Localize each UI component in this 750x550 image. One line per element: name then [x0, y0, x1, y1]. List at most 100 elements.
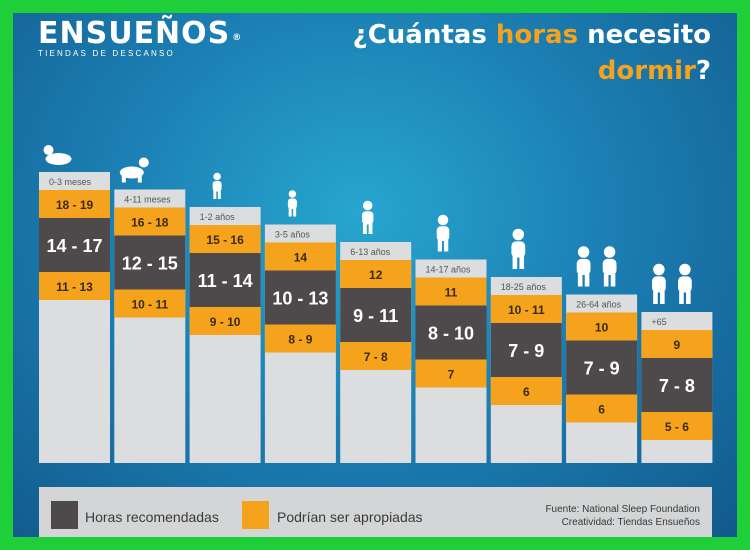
age-label: 0-3 meses [49, 177, 92, 187]
icon-leg [512, 256, 518, 269]
icon-leg [660, 291, 665, 304]
icon-body [511, 241, 526, 258]
value-appropriate-upper: 10 - 11 [508, 303, 545, 317]
title-part-3: ? [695, 56, 711, 86]
age-column: 14-17 años 11 8 - 10 7 [415, 214, 487, 463]
bar-appropriate-upper [189, 225, 261, 253]
value-recommended: 7 - 8 [659, 376, 695, 396]
value-appropriate-upper: 14 [294, 251, 308, 265]
brand-logo: ENSUEÑOS ® TIENDAS DE DESCANSO [38, 16, 242, 59]
legend: Horas recomendadas Podrían ser apropiada… [39, 487, 712, 537]
icon-leg [437, 239, 442, 252]
value-recommended: 8 - 10 [428, 324, 474, 344]
icon-head [213, 172, 221, 181]
icon-leg [679, 291, 684, 304]
icon-body [436, 226, 450, 241]
icon-leg [653, 291, 658, 304]
bar-appropriate-lower [641, 412, 713, 440]
source-line-1: Fuente: National Sleep Foundation [545, 504, 700, 515]
child-icon [287, 190, 297, 217]
bar-appropriate-lower [340, 342, 412, 370]
value-recommended: 7 - 9 [584, 359, 620, 379]
age-column: 0-3 meses 18 - 19 14 - 17 11 - 13 [39, 145, 110, 463]
value-recommended: 10 - 13 [272, 289, 328, 309]
icon-head [362, 200, 373, 211]
icon-head [577, 246, 590, 258]
value-recommended: 14 - 17 [46, 236, 102, 256]
bar-recommended [264, 270, 336, 325]
value-recommended: 12 - 15 [122, 254, 178, 274]
value-appropriate-upper: 12 [369, 268, 383, 282]
age-label: 14-17 años [426, 265, 472, 275]
value-appropriate-lower: 8 - 9 [288, 333, 312, 347]
icon-head [437, 214, 449, 226]
icon-leg [288, 208, 292, 217]
toddler-icon [212, 172, 222, 199]
bar-appropriate-upper [490, 295, 562, 323]
age-column: 18-25 años 10 - 11 7 - 9 6 [490, 228, 562, 463]
age-label: 4-11 meses [124, 195, 171, 205]
bar-appropriate-upper [264, 242, 336, 271]
value-appropriate-lower: 11 - 13 [56, 280, 93, 294]
value-recommended: 11 - 14 [198, 271, 253, 291]
age-label: 18-25 años [501, 282, 547, 292]
legend-swatch-appropriate [242, 501, 269, 529]
value-appropriate-upper: 10 [595, 321, 609, 335]
icon-leg [362, 223, 367, 234]
bar-recommended [566, 340, 638, 395]
bar-appropriate-upper [415, 277, 487, 306]
value-appropriate-lower: 9 - 10 [210, 315, 241, 329]
title-part-1: ¿Cuántas [352, 20, 496, 50]
icon-body [576, 258, 591, 275]
logo-name: ENSUEÑOS [38, 16, 231, 51]
value-appropriate-lower: 7 - 8 [364, 350, 388, 364]
value-appropriate-lower: 10 - 11 [131, 298, 168, 312]
bar-recommended [490, 323, 562, 377]
icon-leg [121, 175, 126, 183]
value-appropriate-lower: 6 [523, 385, 530, 399]
icon-leg [584, 273, 590, 287]
icon-leg [577, 273, 583, 287]
icon-leg [217, 190, 221, 199]
icon-leg [686, 291, 691, 304]
icon-body [362, 211, 374, 225]
icon-leg [603, 273, 609, 287]
bar-recommended [340, 288, 412, 342]
source-line-2: Creatividad: Tiendas Ensueños [561, 517, 700, 528]
value-appropriate-upper: 15 - 16 [206, 233, 244, 247]
logo-tagline: TIENDAS DE DESCANSO [38, 49, 175, 58]
icon-body [678, 276, 692, 293]
value-appropriate-upper: 9 [674, 338, 681, 352]
infographic-frame: ENSUEÑOS ® TIENDAS DE DESCANSO ¿Cuántas h… [13, 13, 737, 537]
bar-appropriate-lower [490, 377, 562, 405]
title-part-2: necesito [578, 20, 711, 50]
teen-skater-icon [436, 214, 450, 252]
icon-leg [293, 208, 297, 217]
age-label: +65 [651, 317, 666, 327]
age-label: 3-5 años [275, 230, 311, 240]
bar-appropriate-upper [566, 312, 638, 341]
legend-label-recommended: Horas recomendadas [85, 509, 219, 525]
young-adult-icon [511, 228, 526, 269]
bar-appropriate-lower [566, 394, 638, 423]
bar-appropriate-lower [415, 359, 487, 388]
age-column: 3-5 años 14 10 - 13 8 - 9 [264, 190, 336, 463]
bar-appropriate-lower [189, 307, 261, 335]
icon-head [138, 157, 149, 168]
value-appropriate-upper: 11 [445, 286, 458, 300]
bar-appropriate-lower [114, 289, 186, 318]
age-label: 26-64 años [576, 300, 622, 310]
bar-appropriate-lower [39, 272, 110, 300]
icon-head [603, 246, 616, 258]
title-highlight-1: horas [495, 20, 579, 50]
icon-leg [368, 223, 373, 234]
value-appropriate-lower: 7 [448, 368, 455, 382]
age-label: 6-13 años [350, 247, 391, 257]
age-column: 6-13 años 12 9 - 11 7 - 8 [340, 200, 412, 463]
icon-leg [137, 175, 142, 183]
legend-swatch-recommended [51, 501, 78, 529]
icon-head [512, 228, 525, 241]
icon-body [45, 153, 72, 165]
icon-leg [610, 273, 616, 287]
bar-recommended [114, 235, 186, 290]
